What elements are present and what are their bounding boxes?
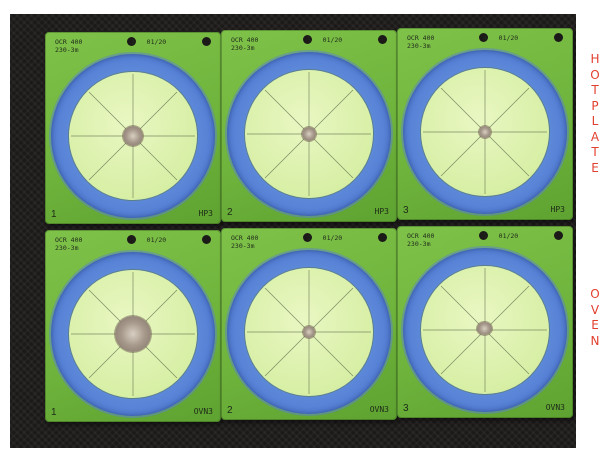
plate: OCR 400 230-3m 2 01/20 2 OVN3	[221, 228, 397, 420]
plate-number: 1	[51, 209, 57, 220]
mounting-hole	[554, 33, 563, 42]
letter: V	[590, 302, 600, 317]
mounting-hole	[378, 233, 387, 242]
mounting-hole	[303, 233, 312, 242]
letter: P	[591, 98, 599, 113]
plate-label: OCR 400 230-3m	[231, 36, 259, 52]
mounting-hole	[127, 235, 136, 244]
mounting-hole	[554, 231, 563, 240]
letter: O	[590, 287, 600, 301]
letter: E	[591, 318, 599, 332]
plate: OCR 400 230-3m 3 01/20 1 HP3	[45, 32, 221, 224]
plate-label: OCR 400 230-3m	[55, 236, 83, 252]
plate-label: OCR 400 230-3m	[55, 38, 83, 54]
plate-code: HP3	[198, 209, 213, 218]
plate-code: OVN3	[193, 407, 213, 416]
plate-header: 3 01/20	[131, 38, 167, 46]
plate: OCR 400 230-3m 5 01/20 2 HP3	[221, 30, 397, 222]
plate-code: OVN3	[545, 403, 565, 412]
letter: T	[591, 145, 599, 159]
residue-spot	[479, 126, 491, 138]
hotplate-label: H O T P L A T E	[586, 52, 604, 176]
plate-label: OCR 400 230-3m	[407, 232, 435, 248]
letter: A	[590, 129, 600, 144]
plate: OCR 400 230-3m 5 01/20 3 OVN3	[397, 226, 573, 418]
plate-code: HP3	[550, 205, 565, 214]
residue-spot	[115, 316, 151, 352]
plate-header: 5 01/20	[483, 232, 519, 240]
plate-label: OCR 400 230-3m	[231, 234, 259, 250]
letter: L	[591, 114, 599, 128]
mounting-hole	[303, 35, 312, 44]
mounting-hole	[479, 231, 488, 240]
plate-number: 3	[403, 205, 409, 216]
plate: OCR 400 230-3m 3 01/20 1 OVN3	[45, 230, 221, 422]
mounting-hole	[202, 235, 211, 244]
plate-header: 3 01/20	[131, 236, 167, 244]
letter: T	[591, 83, 599, 97]
mounting-hole	[378, 35, 387, 44]
letter: N	[590, 333, 600, 348]
plate-number: 1	[51, 407, 57, 418]
plate-label: OCR 400 230-3m	[407, 34, 435, 50]
oven-label: O V E N	[586, 287, 604, 349]
plate-number: 2	[227, 405, 233, 416]
letter: E	[591, 160, 599, 175]
mounting-hole	[202, 37, 211, 46]
residue-spot	[123, 126, 143, 146]
residue-spot	[477, 322, 492, 335]
plate-code: OVN3	[369, 405, 389, 414]
plate-number: 3	[403, 403, 409, 414]
mounting-hole	[479, 33, 488, 42]
plate-header: 4 01/20	[483, 34, 519, 42]
photo: OCR 400 230-3m 3 01/20 1 HP3 OCR 400 230…	[10, 14, 576, 448]
plate-code: HP3	[374, 207, 389, 216]
residue-spot	[303, 326, 315, 338]
plate-header: 5 01/20	[307, 36, 343, 44]
plate: OCR 400 230-3m 4 01/20 3 HP3	[397, 28, 573, 220]
plate-number: 2	[227, 207, 233, 218]
plate-header: 2 01/20	[307, 234, 343, 242]
residue-spot	[302, 127, 316, 141]
mounting-hole	[127, 37, 136, 46]
letter: H	[590, 52, 600, 66]
letter: O	[590, 67, 600, 82]
